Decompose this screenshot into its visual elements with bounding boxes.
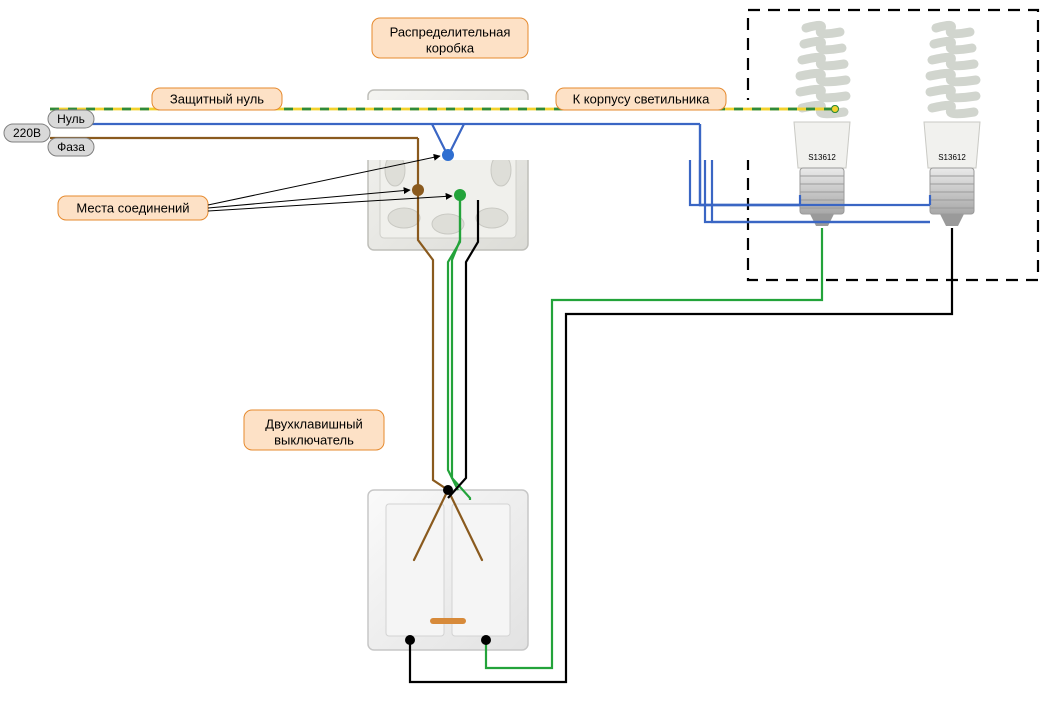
lamp-enclosure [748, 10, 1038, 280]
switch-node-left [405, 635, 415, 645]
bulb-1: S13612 [794, 25, 850, 226]
svg-text:220В: 220В [13, 126, 41, 140]
pill-null: Нуль [48, 110, 94, 128]
bulb-2-code: S13612 [938, 153, 966, 162]
svg-text:Нуль: Нуль [57, 112, 85, 126]
pill-phase: Фаза [48, 138, 94, 156]
pill-voltage: 220В [4, 124, 50, 142]
svg-text:Места соединений: Места соединений [76, 200, 189, 215]
bulb-2: S13612 [924, 25, 980, 226]
wire-green-switch-to-bulb1 [486, 228, 822, 668]
label-junction-box: Распределительная коробка [372, 18, 528, 58]
svg-text:Фаза: Фаза [57, 140, 85, 154]
two-key-switch [368, 490, 528, 650]
svg-text:К корпусу светильника: К корпусу светильника [573, 91, 711, 106]
junction-node-blue [442, 149, 454, 161]
wire-pe-end [832, 106, 839, 113]
svg-text:Распределительная: Распределительная [390, 24, 511, 39]
junction-node-brown [412, 184, 424, 196]
junction-node-green [454, 189, 466, 201]
bulb-1-code: S13612 [808, 153, 836, 162]
switch-node-top [443, 485, 453, 495]
switch-node-right [481, 635, 491, 645]
label-protective-null: Защитный нуль [152, 88, 282, 110]
svg-text:Защитный нуль: Защитный нуль [170, 91, 264, 106]
svg-text:коробка: коробка [426, 40, 475, 55]
svg-text:выключатель: выключатель [274, 432, 354, 447]
label-two-key-switch: Двухклавишный выключатель [244, 410, 384, 450]
label-to-lamp-body: К корпусу светильника [556, 88, 726, 110]
svg-text:Двухклавишный: Двухклавишный [265, 416, 362, 431]
